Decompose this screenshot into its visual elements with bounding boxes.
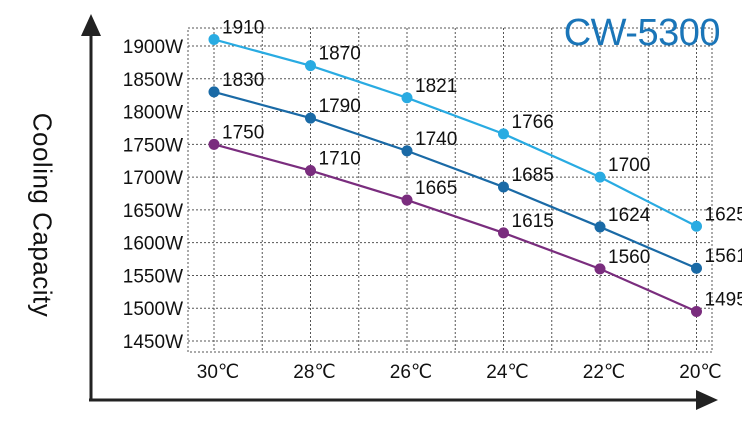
x-tick-label: 24℃ bbox=[486, 362, 528, 383]
data-point bbox=[305, 165, 316, 177]
data-label: 1560 bbox=[608, 247, 650, 268]
series-bottom: 1750 1710 1665 1615 1560 1495 bbox=[208, 122, 742, 317]
data-label: 1495 bbox=[705, 290, 742, 311]
data-point bbox=[401, 92, 413, 104]
x-tick-label: 26℃ bbox=[390, 362, 432, 383]
axes bbox=[81, 14, 718, 410]
data-point bbox=[401, 145, 413, 157]
series-line bbox=[213, 90, 697, 270]
data-point bbox=[498, 181, 509, 193]
data-label: 1750 bbox=[222, 122, 264, 143]
data-point bbox=[401, 194, 413, 206]
y-tick-label: 1900W bbox=[123, 37, 183, 58]
data-point bbox=[594, 263, 606, 275]
x-tick-label: 28℃ bbox=[293, 362, 335, 383]
data-label: 1624 bbox=[608, 205, 651, 226]
y-axis-arrow bbox=[81, 14, 101, 36]
y-tick-label: 1650W bbox=[123, 201, 183, 222]
data-label: 1740 bbox=[415, 129, 457, 150]
series-top: 1910 1870 1821 1766 1700 1625 bbox=[208, 17, 742, 232]
data-label: 1910 bbox=[222, 17, 264, 38]
data-point bbox=[691, 262, 702, 274]
y-tick-label: 1850W bbox=[123, 70, 183, 91]
data-label: 1615 bbox=[512, 211, 554, 232]
data-point bbox=[691, 306, 702, 317]
data-point bbox=[594, 171, 606, 183]
y-tick-label: 1600W bbox=[123, 234, 183, 255]
data-label: 1625 bbox=[705, 204, 742, 225]
data-label: 1710 bbox=[319, 149, 361, 170]
y-tick-label: 1550W bbox=[123, 266, 183, 287]
data-label: 1665 bbox=[415, 178, 457, 199]
y-tick-label: 1700W bbox=[123, 168, 183, 189]
x-ticks: 30℃ 28℃ 26℃ 24℃ 22℃ 20℃ bbox=[197, 362, 722, 383]
data-point bbox=[594, 221, 606, 233]
data-point bbox=[498, 227, 509, 239]
y-axis-label: Cooling Capacity bbox=[27, 112, 58, 318]
x-tick-label: 20℃ bbox=[679, 362, 721, 383]
data-label: 1821 bbox=[415, 76, 457, 97]
series-line bbox=[213, 143, 697, 313]
chart-title: CW-5300 bbox=[563, 12, 721, 54]
data-point bbox=[208, 33, 220, 45]
y-tick-label: 1750W bbox=[123, 135, 183, 156]
data-point bbox=[208, 138, 220, 150]
data-point bbox=[691, 220, 702, 232]
data-label: 1685 bbox=[512, 165, 554, 186]
data-point bbox=[498, 128, 509, 140]
data-label: 1790 bbox=[319, 96, 361, 117]
data-point bbox=[305, 60, 316, 72]
x-axis-arrow bbox=[696, 390, 718, 410]
series-middle: 1830 1790 1740 1685 1624 1561 bbox=[208, 70, 742, 274]
data-label: 1561 bbox=[705, 246, 742, 267]
x-tick-label: 22℃ bbox=[583, 362, 625, 383]
data-label: 1870 bbox=[319, 44, 361, 65]
y-tick-label: 1800W bbox=[123, 103, 183, 124]
data-label: 1830 bbox=[222, 70, 264, 91]
y-tick-label: 1500W bbox=[123, 299, 183, 320]
series-line bbox=[213, 38, 697, 228]
data-point bbox=[208, 86, 220, 98]
series-group: 1910 1870 1821 1766 1700 1625 1830 1790 1740 1685… bbox=[208, 17, 742, 317]
grid-frame bbox=[187, 27, 713, 353]
data-label: 1700 bbox=[608, 155, 650, 176]
y-ticks: 1900W 1850W 1800W 1750W 1700W 1650W 1600W 1550W… bbox=[123, 37, 183, 353]
x-tick-label: 30℃ bbox=[197, 362, 239, 383]
data-point bbox=[305, 112, 316, 124]
y-axis-label-wrap: Cooling Capacity bbox=[22, 80, 62, 350]
y-tick-label: 1450W bbox=[123, 332, 183, 353]
data-label: 1766 bbox=[512, 112, 554, 133]
